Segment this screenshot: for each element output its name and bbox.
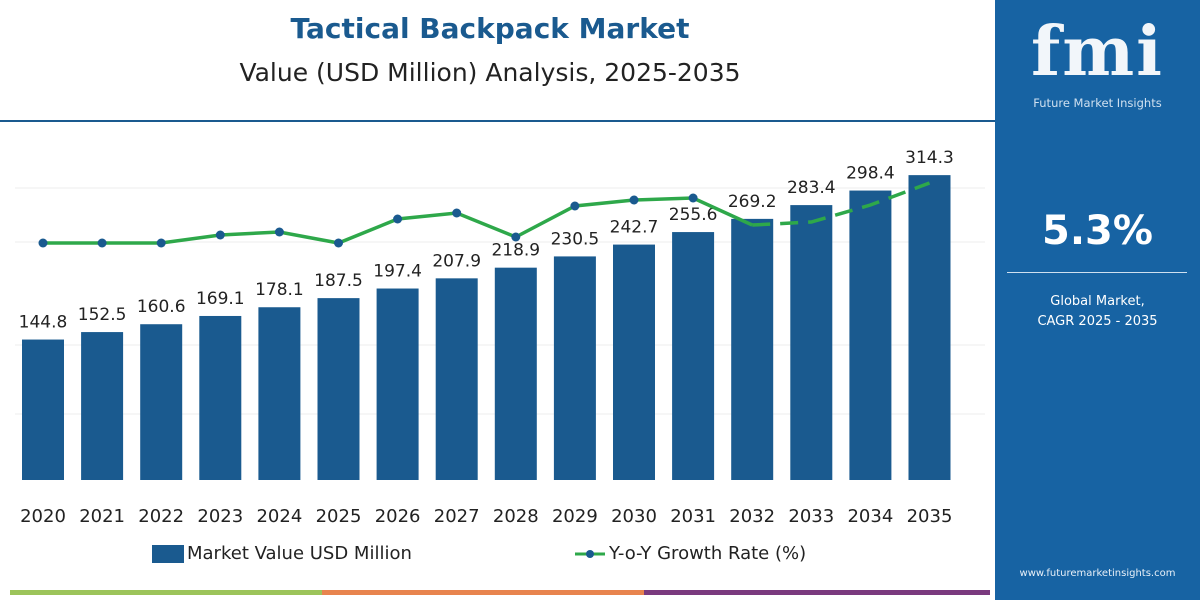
x-tick-2031: 2031	[670, 506, 716, 527]
bar-label-2027: 207.9	[432, 251, 481, 271]
legend-item-line: Y-o-Y Growth Rate (%)	[573, 543, 806, 564]
bar-2034	[849, 190, 892, 480]
bar-label-2024: 178.1	[255, 280, 304, 300]
bar-label-2031: 255.6	[669, 205, 718, 225]
growth-point-2020	[38, 238, 48, 248]
bar-label-2022: 160.6	[137, 297, 186, 317]
footer-stripe-orange	[322, 590, 644, 595]
bar-label-2035: 314.3	[905, 148, 954, 168]
bar-2022	[140, 324, 183, 480]
growth-point-2031	[688, 193, 698, 203]
bar-label-2021: 152.5	[78, 305, 127, 325]
bar-2028	[494, 267, 537, 480]
bar-label-2030: 242.7	[610, 218, 659, 238]
growth-point-2023	[215, 230, 225, 240]
x-tick-2028: 2028	[493, 506, 539, 527]
bar-label-2025: 187.5	[314, 271, 363, 291]
bar-label-2020: 144.8	[19, 313, 68, 333]
bar-2023	[199, 315, 242, 480]
x-tick-2023: 2023	[197, 506, 243, 527]
x-tick-2033: 2033	[788, 506, 834, 527]
bar-2024	[258, 307, 301, 480]
bar-2031	[672, 232, 715, 480]
bar-2030	[613, 244, 655, 480]
bar-2027	[435, 278, 478, 480]
bar-2025	[317, 298, 360, 480]
growth-point-2024	[274, 227, 284, 237]
x-tick-2022: 2022	[138, 506, 184, 527]
bar-label-2029: 230.5	[551, 229, 600, 249]
x-tick-2029: 2029	[552, 506, 598, 527]
bar-2033	[790, 205, 833, 480]
bar-label-2034: 298.4	[846, 164, 895, 184]
growth-point-2030	[629, 195, 639, 205]
growth-point-2021	[97, 238, 107, 248]
bar-2020	[22, 339, 64, 480]
fmi-logo: fmi	[1030, 12, 1165, 92]
growth-line-dashed	[752, 181, 931, 227]
sidebar-panel: fmi Future Market Insights 5.3% Global M…	[995, 0, 1200, 600]
bar-2029	[553, 256, 596, 480]
bar-2021	[81, 332, 124, 480]
bar-label-2032: 269.2	[728, 192, 777, 212]
legend-line-label: Y-o-Y Growth Rate (%)	[609, 543, 807, 564]
growth-point-2028	[511, 232, 521, 242]
growth-point-2027	[452, 208, 462, 218]
x-tick-2021: 2021	[79, 506, 125, 527]
legend-item-bars: Market Value USD Million	[152, 543, 412, 564]
chart-title: Tactical Backpack Market	[290, 12, 690, 45]
bar-2032	[731, 218, 774, 480]
x-tick-2025: 2025	[316, 506, 362, 527]
legend-bar-swatch-icon	[152, 544, 184, 563]
header-divider	[0, 120, 995, 122]
x-tick-2027: 2027	[434, 506, 480, 527]
website-url[interactable]: www.futuremarketinsights.com	[1019, 568, 1176, 579]
cagr-value: 5.3%	[1042, 208, 1153, 254]
x-tick-2035: 2035	[907, 506, 953, 527]
footer-stripe-green	[10, 590, 322, 595]
chart-subtitle: Value (USD Million) Analysis, 2025-2035	[239, 58, 741, 87]
chart-plot: 144.8 2020 152.5 2021 160.6 2022 169.1 2023 178.…	[15, 148, 985, 527]
logo-subtitle: Future Market Insights	[1033, 96, 1162, 110]
bar-2026	[376, 288, 419, 480]
growth-point-2026	[393, 214, 403, 224]
x-tick-2034: 2034	[847, 506, 893, 527]
x-tick-2032: 2032	[729, 506, 775, 527]
cagr-label-1: Global Market,	[1050, 294, 1145, 309]
bar-label-2023: 169.1	[196, 289, 245, 309]
bar-label-2033: 283.4	[787, 178, 836, 198]
bar-label-2026: 197.4	[373, 262, 422, 282]
x-tick-2024: 2024	[256, 506, 302, 527]
legend-bar-label: Market Value USD Million	[187, 543, 412, 564]
footer-stripe-purple	[644, 590, 990, 595]
cagr-label-2: CAGR 2025 - 2035	[1037, 314, 1158, 329]
bar-2035	[908, 175, 951, 480]
legend-line-swatch-icon	[575, 549, 605, 558]
growth-point-2022	[156, 238, 166, 248]
growth-point-2029	[570, 201, 580, 211]
bar-label-2028: 218.9	[491, 241, 540, 261]
x-tick-2026: 2026	[375, 506, 421, 527]
growth-point-2025	[334, 238, 343, 248]
panel-divider	[1007, 272, 1187, 273]
x-tick-2030: 2030	[611, 506, 657, 527]
x-tick-2020: 2020	[20, 506, 66, 527]
